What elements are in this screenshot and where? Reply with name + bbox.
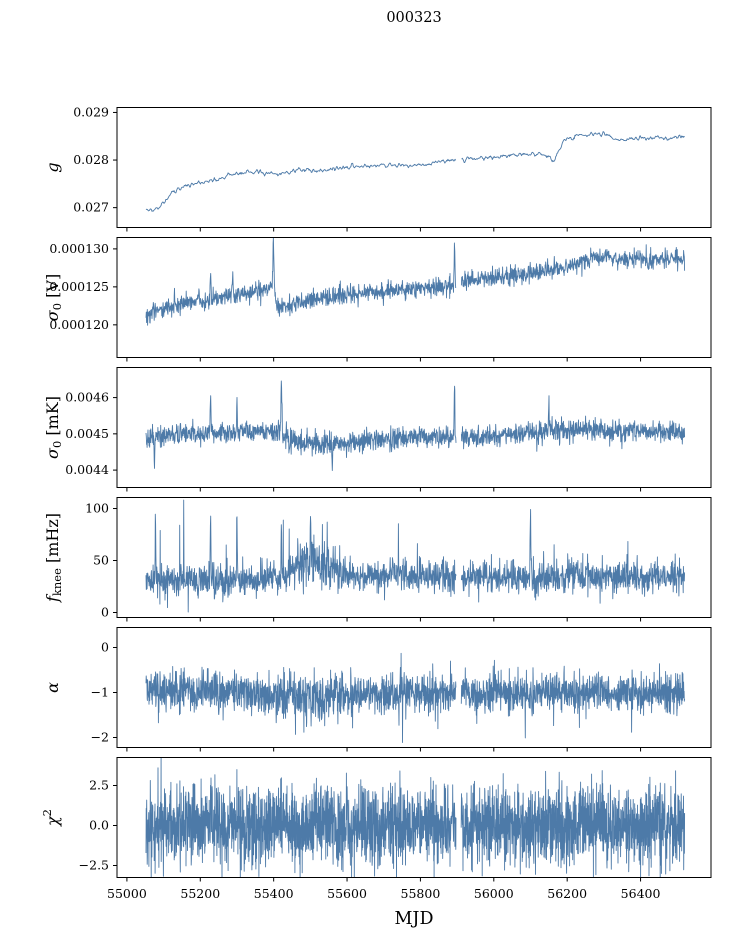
x-tick-label: 56400 <box>621 886 661 901</box>
y-tick-label: 2.5 <box>89 778 109 793</box>
y-axis-label-g: g <box>43 162 62 172</box>
panels: 0.027 0.028 0.029 g 0.000120 0.000125 0.000130… <box>0 107 749 939</box>
y-axis-label-sigma0_V: σ0 [V] <box>43 274 64 321</box>
panel-border <box>116 757 712 878</box>
series-line-chi2 <box>145 757 686 878</box>
y-tick-label: 0.029 <box>73 107 109 119</box>
y-tick-label: 0.0044 <box>65 462 109 477</box>
panel-border <box>116 497 712 618</box>
y-tick-label: 50 <box>93 553 109 568</box>
y-tick-label: 0.000120 <box>49 317 109 332</box>
y-tick-label: 0.000125 <box>49 279 109 294</box>
panel-chi2: 2.5 0.0 −2.5 55000 55200 55400 55600 55800 56000… <box>40 757 712 929</box>
x-tick-label: 55400 <box>254 886 294 901</box>
panel-g: 0.027 0.028 0.029 g <box>43 107 712 232</box>
x-tick-label: 55800 <box>401 886 441 901</box>
panel-border <box>116 627 712 748</box>
y-tick-label: −2 <box>91 730 109 745</box>
x-tick-label: 55000 <box>107 886 147 901</box>
series-line-g <box>145 131 685 212</box>
y-tick-label: 0.027 <box>73 200 109 215</box>
panel-alpha: 0 −1 −2 α <box>43 627 712 752</box>
y-tick-label: 0.0 <box>89 818 109 833</box>
panel-f_knee: 0 50 100 fknee [mHz] <box>43 497 712 622</box>
y-tick-label: 0.028 <box>73 152 109 167</box>
figure-title: 000323 <box>386 10 442 26</box>
series-line-sigma0_V <box>145 237 686 326</box>
panel-border <box>116 107 712 228</box>
x-tick-label: 56000 <box>474 886 514 901</box>
x-tick-label: 56200 <box>547 886 587 901</box>
y-tick-label: 0 <box>101 605 109 620</box>
y-tick-label: 0.0045 <box>65 426 109 441</box>
x-tick-label: 55200 <box>180 886 220 901</box>
x-axis-label: MJD <box>395 909 434 929</box>
y-tick-label: 0 <box>101 639 109 654</box>
y-tick-label: 0.0046 <box>65 390 109 405</box>
y-tick-label: −2.5 <box>79 858 109 873</box>
y-axis-label-chi2: χ2 <box>40 809 62 827</box>
series-line-sigma0_mK <box>145 380 686 471</box>
y-axis-label-f_knee: fknee [mHz] <box>43 513 64 603</box>
y-axis-label-sigma0_mK: σ0 [mK] <box>43 396 64 459</box>
y-tick-label: −1 <box>91 684 109 699</box>
series-line-alpha <box>145 652 686 743</box>
panel-border <box>116 367 712 488</box>
panel-sigma0_V: 0.000120 0.000125 0.000130 σ0 [V] <box>43 237 712 362</box>
x-tick-label: 55600 <box>327 886 367 901</box>
series-line-f_knee <box>145 499 686 613</box>
panel-border <box>116 237 712 358</box>
y-tick-label: 100 <box>85 501 109 516</box>
y-axis-label-alpha: α <box>43 682 62 693</box>
y-tick-label: 0.000130 <box>49 241 109 256</box>
